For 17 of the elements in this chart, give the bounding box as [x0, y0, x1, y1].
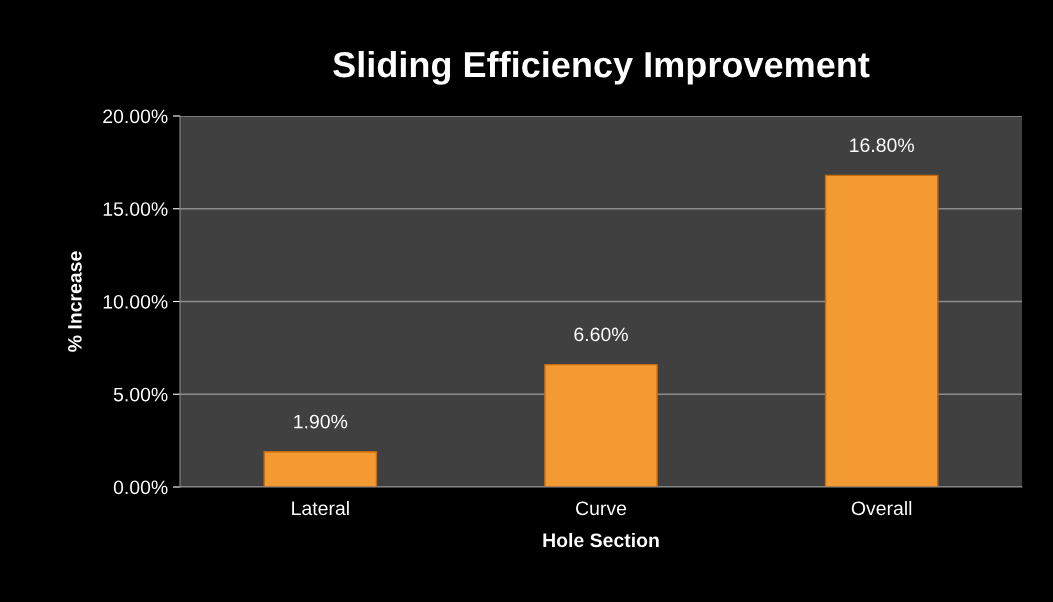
- y-axis-title: % Increase: [68, 251, 82, 352]
- x-tick-label: Curve: [576, 501, 627, 516]
- chart-title: Sliding Efficiency Improvement: [333, 50, 870, 85]
- y-tick-label: 15.00%: [103, 202, 168, 216]
- x-axis-title: Hole Section: [543, 532, 659, 548]
- y-tick-label: 10.00%: [103, 294, 168, 309]
- x-tick-label: Lateral: [292, 500, 349, 516]
- y-tick-label: 5.00%: [113, 387, 168, 402]
- bar: [263, 451, 378, 487]
- y-tick-label: 0.00%: [113, 480, 168, 495]
- x-tick-label: Overall: [851, 500, 912, 516]
- data-label: 6.60%: [574, 327, 628, 342]
- data-label: 1.90%: [294, 414, 348, 429]
- data-label: 16.80%: [850, 138, 914, 153]
- bar: [824, 174, 939, 487]
- bar: [544, 363, 658, 487]
- y-tick-label: 20.00%: [103, 109, 168, 124]
